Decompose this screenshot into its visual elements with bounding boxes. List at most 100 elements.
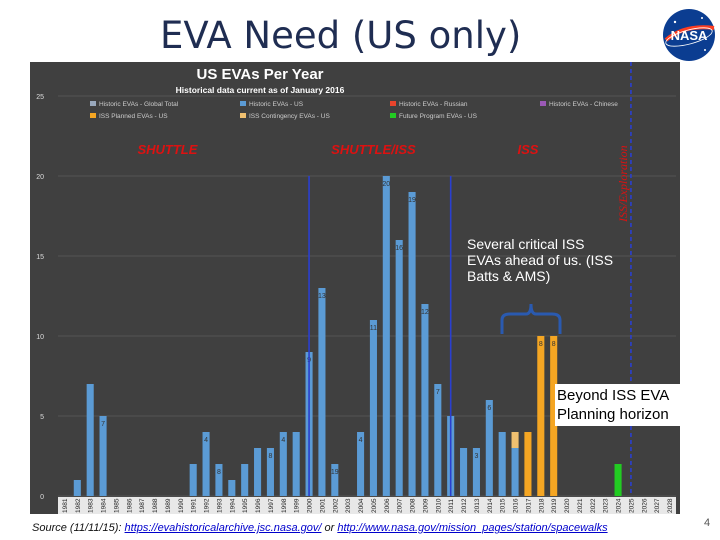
x-tick-label: 1995	[242, 498, 249, 513]
source-link-archive[interactable]: https://evahistoricalarchive.jsc.nasa.go…	[124, 522, 322, 534]
data-label: 4	[204, 437, 208, 444]
bar	[511, 448, 519, 496]
x-tick-label: 2028	[667, 498, 674, 513]
x-tick-label: 2018	[538, 498, 545, 513]
bar	[266, 448, 274, 496]
bar	[318, 288, 326, 496]
legend-entry: Historic EVAs - Chinese	[549, 101, 618, 108]
legend-entry: Historic EVAs - Global Total	[99, 101, 179, 108]
chart-data-labels: 754884913194112016191273688	[101, 181, 556, 508]
x-tick-label: 1985	[113, 498, 120, 513]
bar	[202, 432, 210, 496]
bar	[369, 320, 377, 496]
x-tick-label: 2006	[384, 498, 391, 513]
chart-era-markers: SHUTTLE SHUTTLE/ISS ISS ISS/Exploration	[137, 62, 632, 496]
bar	[511, 432, 519, 448]
y-tick-label: 10	[36, 334, 44, 341]
nasa-logo-text: NASA	[671, 28, 708, 43]
x-tick-label: 2000	[307, 498, 314, 513]
legend-swatch	[90, 101, 96, 106]
x-tick-label: 2010	[435, 498, 442, 513]
bar	[408, 192, 416, 496]
data-label: 6	[487, 405, 491, 412]
era-label: SHUTTLE/ISS	[331, 142, 416, 157]
legend-entry: Historic EVAs - Russian	[399, 101, 468, 108]
data-label: 19	[408, 197, 416, 204]
bar	[498, 432, 506, 496]
x-tick-label: 2021	[577, 498, 584, 513]
data-label: 3	[474, 453, 478, 460]
nasa-logo-icon: NASA	[663, 9, 715, 61]
y-tick-label: 20	[36, 174, 44, 181]
x-tick-label: 1990	[178, 498, 185, 513]
bar	[99, 416, 107, 496]
x-tick-label: 1986	[126, 498, 133, 513]
bar	[382, 176, 390, 496]
data-label: 7	[101, 421, 105, 428]
slide-title: EVA Need (US only)	[160, 14, 522, 57]
x-tick-label: 1987	[139, 498, 146, 513]
legend-entry: ISS Contingency EVAs - US	[249, 113, 330, 120]
us-evas-chart: US EVAs Per Year Historical data current…	[30, 62, 680, 514]
x-tick-label: 1999	[294, 498, 301, 513]
bar	[395, 240, 403, 496]
data-label: 7	[436, 389, 440, 396]
x-tick-label: 1992	[204, 498, 211, 513]
legend-entry: ISS Planned EVAs - US	[99, 113, 168, 120]
bar	[421, 304, 429, 496]
data-label: 4	[281, 437, 285, 444]
data-label: 4	[359, 437, 363, 444]
bar	[460, 448, 468, 496]
x-tick-label: 2003	[345, 498, 352, 513]
x-tick-label: 2016	[513, 498, 520, 513]
bar	[357, 432, 365, 496]
source-link-spacewalks[interactable]: http://www.nasa.gov/mission_pages/statio…	[337, 522, 608, 534]
y-tick-label: 5	[40, 414, 44, 421]
data-label: 16	[395, 245, 403, 252]
slide-number: 4	[704, 517, 711, 529]
legend-swatch	[540, 101, 546, 106]
x-tick-label: 2023	[603, 498, 610, 513]
x-tick-label: 2015	[500, 498, 507, 513]
legend-swatch	[240, 113, 246, 118]
chart-bars	[73, 176, 622, 496]
callout-planning-horizon: Beyond ISS EVA Planning horizon	[555, 384, 699, 426]
bar	[241, 464, 249, 496]
chart-svg: US EVAs Per Year Historical data current…	[30, 62, 680, 514]
x-tick-label: 1984	[101, 498, 108, 513]
data-label: 8	[552, 341, 556, 348]
chart-legend: Historic EVAs - Global Total Historic EVA…	[90, 101, 618, 120]
x-tick-label: 2014	[487, 498, 494, 513]
x-tick-label: 1981	[62, 498, 69, 513]
legend-entry: Future Program EVAs - US	[399, 113, 478, 120]
source-prefix: Source (11/11/15):	[32, 522, 125, 534]
bar	[550, 336, 558, 496]
bar	[485, 400, 493, 496]
chart-x-ticks: 1981 1982 1983 1984 1985 1986 1987 1988 1989 1990…	[58, 497, 676, 514]
legend-entry: Historic EVAs - US	[249, 101, 304, 108]
data-label: 8	[268, 453, 272, 460]
x-tick-label: 2004	[358, 498, 365, 513]
x-tick-label: 2011	[448, 499, 455, 513]
x-tick-label: 1982	[75, 498, 82, 513]
era-label: ISS/Exploration	[616, 145, 630, 223]
x-tick-label: 1989	[165, 498, 172, 513]
bar	[537, 336, 545, 496]
x-tick-label: 1996	[255, 498, 262, 513]
x-tick-label: 2001	[319, 498, 326, 513]
source-mid: or	[321, 522, 338, 534]
x-tick-label: 1983	[88, 498, 95, 513]
legend-swatch	[90, 113, 96, 118]
bar	[254, 448, 262, 496]
bar	[614, 464, 622, 496]
chart-subtitle: Historical data current as of January 20…	[176, 85, 345, 95]
chart-y-ticks: 0 5 10 15 20 25	[36, 94, 44, 501]
x-tick-label: 1997	[268, 498, 275, 513]
era-label: ISS	[517, 142, 538, 157]
legend-swatch	[390, 101, 396, 106]
source-citation: Source (11/11/15): https://evahistorical…	[32, 522, 608, 534]
bar	[524, 432, 532, 496]
x-tick-label: 2012	[461, 498, 468, 513]
data-label: 8	[539, 341, 543, 348]
chart-title: US EVAs Per Year	[196, 66, 323, 83]
